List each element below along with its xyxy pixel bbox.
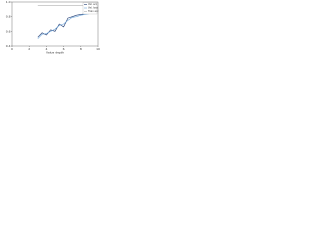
series-line: [37, 12, 90, 38]
series-line: [37, 13, 90, 39]
y-tick-label: 0.4: [6, 44, 11, 48]
x-tick-label: 0: [11, 47, 13, 51]
y-tick-label: 0.8: [6, 15, 11, 19]
plot-frame: [11, 1, 99, 47]
x-tick-label: 6: [63, 47, 65, 51]
legend-label: Val. loss: [88, 7, 98, 10]
x-axis-label: Value depth: [46, 51, 64, 55]
legend-box: [82, 2, 98, 15]
x-tick-label: 4: [45, 47, 47, 51]
y-tick-label: 1.0: [6, 0, 11, 4]
x-tick-label: 2: [28, 47, 30, 51]
x-tick-label: 10: [96, 47, 100, 51]
y-tick-label: 0.6: [6, 29, 11, 33]
legend-label: Val. acc: [88, 3, 98, 6]
chart: Value depth 0.4 0.6 0.8 1.0 0 2 4 6 8 10 Val. accV…: [6, 0, 100, 55]
legend-label: Train acc: [88, 10, 99, 13]
x-tick-label: 8: [80, 47, 82, 51]
